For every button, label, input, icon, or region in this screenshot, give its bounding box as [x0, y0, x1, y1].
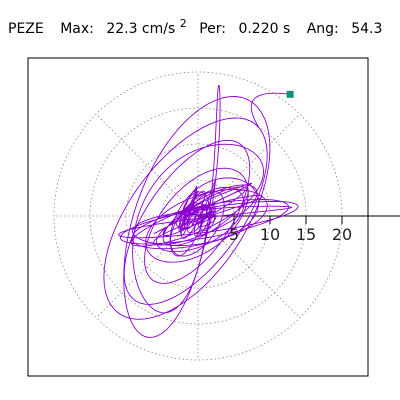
orbit-trace [103, 84, 299, 338]
chart-header: PEZE Max: 22.3 cm/s 2 Per: 0.220 s Ang: … [8, 15, 382, 37]
x-tick-label: 20 [332, 225, 352, 244]
max-exponent: 2 [180, 17, 187, 30]
grid-spoke [197, 113, 301, 217]
peak-marker-layer [286, 90, 294, 98]
orbit-path [103, 84, 299, 338]
peak-marker [286, 90, 294, 98]
ang-label: Ang: [307, 21, 339, 37]
plot-frame [27, 57, 369, 377]
grid-spoke [95, 113, 199, 217]
x-tick-label: 10 [260, 225, 280, 244]
max-value: 22.3 cm/s [106, 21, 175, 37]
x-tick-label: 5 [229, 225, 239, 244]
x-tick-label: 15 [296, 225, 316, 244]
per-label: Per: [199, 21, 226, 37]
per-value: 0.220 s [238, 21, 290, 37]
ang-value: 54.3 [351, 21, 382, 37]
header-title: PEZE Max: 22.3 cm/s 2 Per: 0.220 s Ang: … [8, 15, 382, 37]
station-code: PEZE [8, 21, 44, 37]
max-label: Max: [60, 21, 94, 37]
tick-labels: 5 10 15 20 [229, 225, 352, 244]
